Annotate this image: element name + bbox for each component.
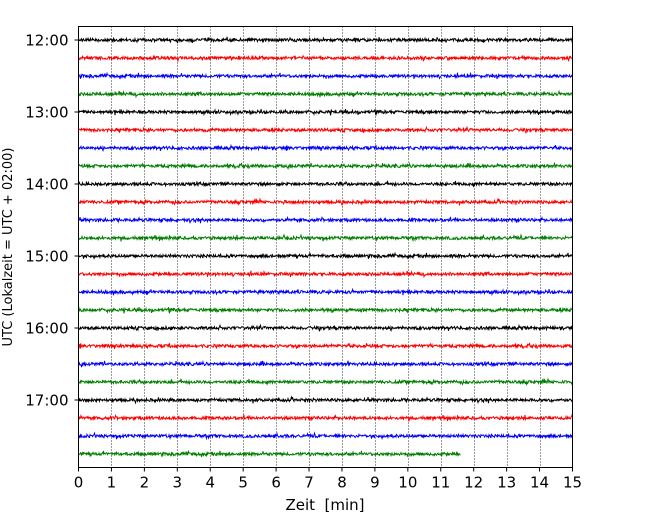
trace-row-1445 [78,233,573,243]
trace-layer [78,36,573,458]
trace-row-1200 [78,36,573,44]
x-tick-label-7: 7 [304,474,314,492]
trace-row-1630 [78,359,573,369]
y-tick-label-1400: 14:00 [25,176,68,194]
x-tick-label-6: 6 [271,474,281,492]
x-axis: 0 1 2 3 4 5 6 7 8 9 10 11 12 13 14 15 [74,467,582,492]
trace-row-1215 [78,54,573,63]
x-tick-label-1: 1 [107,474,117,492]
x-tick-label-8: 8 [337,474,347,492]
trace-row-1730 [78,431,573,441]
trace-row-1430 [78,215,573,225]
trace-row-1330 [78,143,573,153]
x-tick-label-10: 10 [398,474,417,492]
trace-row-1530 [78,287,573,297]
x-axis-label: Zeit [min] [285,496,364,514]
trace-row-1245 [78,89,573,99]
x-tick-label-14: 14 [530,474,549,492]
y-axis-label: UTC (Lokalzeit = UTC + 02:00) [1,148,16,347]
y-tick-label-1200: 12:00 [25,32,68,50]
x-tick-label-12: 12 [464,474,483,492]
trace-row-1615 [78,342,573,350]
trace-row-1745 [78,449,461,458]
plot-frame [78,26,573,468]
x-tick-label-4: 4 [205,474,215,492]
trace-row-1715 [78,413,573,422]
x-tick-label-15: 15 [563,474,582,492]
y-tick-label-1500: 15:00 [25,248,68,266]
trace-row-1230 [78,71,573,80]
y-axis: 12:00 13:00 14:00 15:00 16:00 17:00 [25,32,79,410]
trace-row-1300 [78,108,573,117]
x-tick-label-5: 5 [238,474,248,492]
trace-row-1645 [78,377,573,386]
y-tick-label-1700: 17:00 [25,392,68,410]
x-tick-label-9: 9 [370,474,380,492]
x-tick-label-0: 0 [74,474,84,492]
trace-row-1315 [78,125,573,134]
x-tick-label-13: 13 [497,474,516,492]
y-tick-label-1300: 13:00 [25,104,68,122]
trace-row-1400 [78,180,573,188]
trace-row-1545 [78,306,573,315]
y-tick-label-1600: 16:00 [25,320,68,338]
trace-row-1700 [78,395,573,405]
trace-row-1345 [78,161,573,171]
trace-row-1500 [78,251,573,261]
x-tick-label-3: 3 [173,474,183,492]
x-tick-label-2: 2 [140,474,150,492]
trace-row-1600 [78,323,573,333]
x-tick-label-11: 11 [431,474,450,492]
trace-row-1415 [78,197,573,207]
trace-row-1515 [78,269,573,279]
